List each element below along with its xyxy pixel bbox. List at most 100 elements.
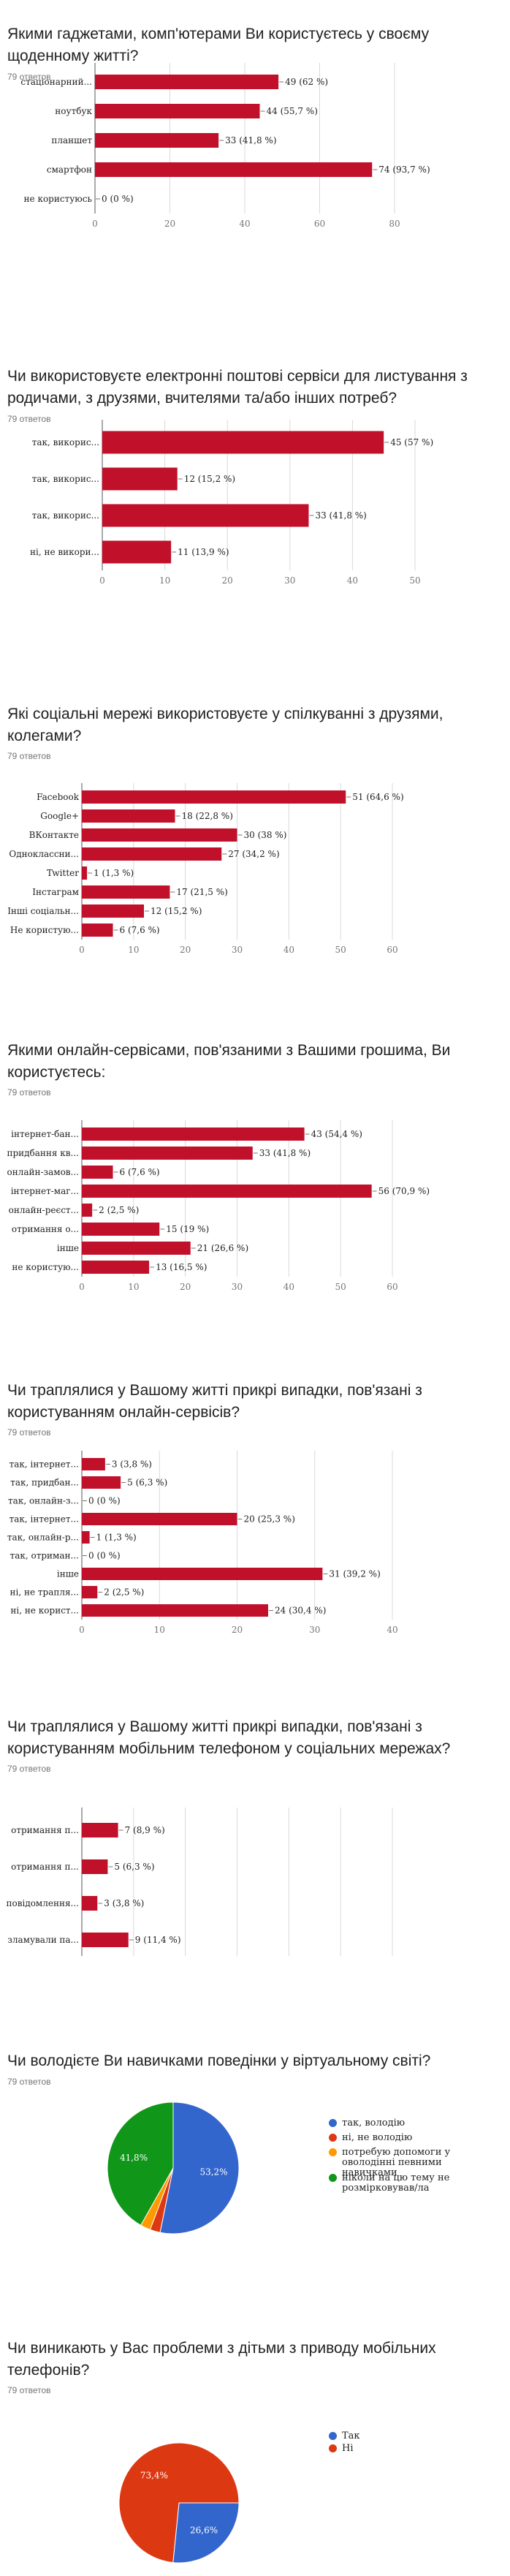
category-label: Google+ xyxy=(40,811,79,821)
question-4: Якими онлайн-сервісами, пов'язаними з Ва… xyxy=(0,1038,510,1294)
bar-chart: 0 20 40 60 80 стаціонарний... 49 (62 %) ноутбук… xyxy=(20,63,430,229)
category-label: так, викорис... xyxy=(32,437,99,447)
pie-slice xyxy=(118,2442,240,2564)
response-count: 79 ответов xyxy=(7,2077,51,2087)
bar-chart: 0 10 20 30 40 так, інтернет... 3 (3,8 %) так, п… xyxy=(7,1451,398,1634)
x-tick-label: 10 xyxy=(159,575,170,586)
category-label: Facebook xyxy=(37,792,80,802)
pie-slice xyxy=(172,2502,240,2564)
legend-swatch xyxy=(329,2174,337,2182)
x-tick-label: 60 xyxy=(387,945,397,955)
category-label: не користуюсь xyxy=(24,194,93,204)
bar xyxy=(95,162,373,177)
question-title: Якими гаджетами, комп'ютерами Ви користу… xyxy=(7,26,430,64)
question-1: Якими гаджетами, комп'ютерами Ви користу… xyxy=(0,0,510,292)
category-label: придбання кв... xyxy=(7,1148,79,1158)
question-2: Чи використовуєте електронні поштові сер… xyxy=(0,344,510,636)
category-label: так, онлайн-р... xyxy=(7,1533,79,1543)
value-label: 18 (22,8 %) xyxy=(182,811,233,821)
legend-item: так, володію xyxy=(329,2118,504,2130)
bar xyxy=(82,809,175,823)
value-label: 5 (6,3 %) xyxy=(127,1478,167,1488)
bar xyxy=(82,1568,323,1580)
value-label: 51 (64,6 %) xyxy=(352,792,403,802)
bar xyxy=(82,1147,253,1160)
value-label: 56 (70,9 %) xyxy=(378,1186,430,1196)
legend-swatch xyxy=(329,2148,337,2156)
category-label: Twitter xyxy=(47,868,79,878)
x-tick-label: 60 xyxy=(387,1282,397,1292)
x-tick-label: 0 xyxy=(79,1625,85,1634)
value-label: 0 (0 %) xyxy=(88,1496,121,1506)
x-tick-label: 10 xyxy=(128,1282,139,1292)
x-tick-label: 0 xyxy=(79,1282,85,1292)
question-title: Чи траплялися у Вашому житті прикрі випа… xyxy=(7,1382,422,1421)
bar xyxy=(82,1531,90,1544)
value-label: 24 (30,4 %) xyxy=(275,1606,326,1616)
bar xyxy=(82,866,88,880)
value-label: 27 (34,2 %) xyxy=(228,849,279,859)
bar xyxy=(82,1242,191,1255)
legend-label: Так xyxy=(342,2430,360,2441)
pie-slice xyxy=(107,2101,174,2226)
category-label: ні, не трапля... xyxy=(10,1587,80,1598)
bar xyxy=(82,1476,121,1489)
legend-swatch xyxy=(329,2134,337,2142)
category-label: так, викорис... xyxy=(32,474,99,484)
value-label: 30 (38 %) xyxy=(244,830,287,840)
value-label: 33 (41,8 %) xyxy=(225,135,276,146)
category-label: ні, не викори... xyxy=(30,547,99,557)
question-title: Чи траплялися у Вашому житті прикрі випа… xyxy=(7,1718,451,1757)
value-label: 45 (57 %) xyxy=(390,437,433,447)
value-label: 33 (41,8 %) xyxy=(315,510,366,521)
slice-label: 26,6% xyxy=(190,2526,218,2536)
x-tick-label: 20 xyxy=(164,219,175,229)
bar xyxy=(82,1604,268,1617)
bar-chart: 0 10 20 30 40 50 так, викорис... 45 (57 %) так, … xyxy=(30,420,433,586)
value-label: 3 (3,8 %) xyxy=(104,1898,144,1908)
bar xyxy=(102,540,172,564)
pie-chart: 26,6% 73,4% xyxy=(118,2442,240,2564)
bar xyxy=(82,1823,118,1837)
value-label: 3 (3,8 %) xyxy=(112,1459,152,1470)
pie-chart: 53,2% 41,8% xyxy=(107,2101,240,2235)
legend-item: ніколи на цю тему не розмірковував/ла xyxy=(329,2173,504,2197)
category-label: так, викорис... xyxy=(32,510,99,521)
bar xyxy=(82,1223,160,1236)
x-tick-label: 20 xyxy=(222,575,233,586)
category-label: Не користую... xyxy=(10,925,79,935)
category-label: не користую... xyxy=(12,1262,79,1272)
bar xyxy=(82,1933,129,1947)
x-tick-label: 30 xyxy=(232,945,243,955)
category-label: інтернет-маг... xyxy=(11,1186,79,1196)
legend-swatch xyxy=(329,2119,337,2127)
value-label: 21 (26,6 %) xyxy=(197,1243,248,1253)
question-5: Чи траплялися у Вашому житті прикрі випа… xyxy=(0,1378,510,1634)
bar xyxy=(82,1458,105,1470)
question-title: Якими онлайн-сервісами, пов'язаними з Ва… xyxy=(7,1042,451,1081)
x-tick-label: 20 xyxy=(232,1625,243,1634)
question-title: Чи використовуєте електронні поштові сер… xyxy=(7,368,468,407)
value-label: 43 (54,4 %) xyxy=(311,1129,362,1139)
x-tick-label: 30 xyxy=(284,575,295,586)
x-tick-label: 40 xyxy=(347,575,358,586)
category-label: інтернет-бан... xyxy=(11,1129,79,1139)
category-label: смартфон xyxy=(47,165,92,175)
category-label: отримання о... xyxy=(12,1224,79,1234)
x-tick-label: 0 xyxy=(99,575,105,586)
slice-label: 53,2% xyxy=(199,2167,227,2177)
bar xyxy=(95,75,279,89)
x-tick-label: 40 xyxy=(239,219,250,229)
category-label: так, придбан... xyxy=(10,1478,79,1488)
value-label: 31 (39,2 %) xyxy=(329,1569,380,1579)
legend-label: ніколи на цю тему не розмірковував/ла xyxy=(342,2172,450,2194)
bar xyxy=(82,1261,150,1274)
bar-chart: 0 10 20 30 40 50 60 Facebook 51 (64,6 %) Google+ 1… xyxy=(7,783,404,955)
category-label: інше xyxy=(57,1243,79,1253)
value-label: 74 (93,7 %) xyxy=(378,165,430,175)
value-label: 2 (2,5 %) xyxy=(99,1205,139,1215)
value-label: 2 (2,5 %) xyxy=(104,1587,144,1598)
legend-label: ні, не володію xyxy=(342,2132,413,2143)
response-count: 79 ответов xyxy=(7,1087,51,1098)
x-tick-label: 50 xyxy=(409,575,420,586)
